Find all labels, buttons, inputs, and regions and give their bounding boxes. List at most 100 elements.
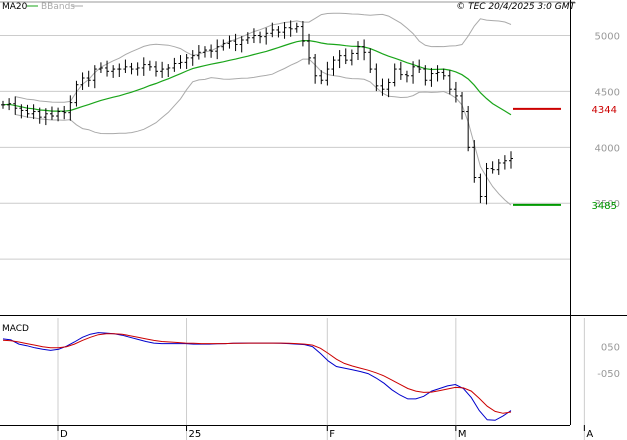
level-label: 4344 xyxy=(592,105,617,116)
macd-line xyxy=(2,332,512,421)
ohlc-bar xyxy=(62,105,67,120)
ohlc-bar xyxy=(441,68,446,80)
macd-signal-line xyxy=(2,333,512,414)
ohlc-bar xyxy=(190,50,195,66)
copyright-text: © TEC 20/4/2025 3:0 GMT xyxy=(456,2,576,12)
price-bars xyxy=(1,20,513,205)
ohlc-bar xyxy=(484,162,489,205)
bollinger-bands xyxy=(15,12,512,206)
ohlc-bar xyxy=(227,35,232,49)
macd-tick-labels: 050 -050 xyxy=(597,343,620,380)
time-tick-label: D xyxy=(60,429,68,440)
ohlc-bar xyxy=(270,22,275,38)
bband-lower xyxy=(15,58,512,206)
ma20-line xyxy=(2,40,512,116)
ohlc-bar xyxy=(453,81,458,103)
ohlc-bar xyxy=(7,98,12,111)
bband-upper xyxy=(15,12,512,103)
ohlc-bar xyxy=(423,65,428,86)
ohlc-bar xyxy=(447,70,452,95)
ohlc-bar xyxy=(147,60,152,71)
ohlc-bar xyxy=(362,39,367,61)
ohlc-bar xyxy=(160,61,165,78)
ohlc-bar xyxy=(25,104,30,118)
ohlc-bar xyxy=(398,61,403,80)
ohlc-bar xyxy=(215,39,220,60)
ohlc-bar xyxy=(80,72,85,90)
macd-tick-label: -050 xyxy=(597,369,620,380)
ohlc-bar xyxy=(337,50,342,69)
ohlc-bar xyxy=(380,78,385,96)
ohlc-bar xyxy=(239,36,244,53)
ohlc-bar xyxy=(86,70,91,87)
level-label: 3485 xyxy=(592,201,617,212)
ohlc-bar xyxy=(502,155,507,170)
ohlc-bar xyxy=(154,61,159,77)
ohlc-bar xyxy=(13,96,18,115)
ohlc-bar xyxy=(478,173,483,204)
price-tick-label: 5000 xyxy=(595,32,620,43)
ohlc-bar xyxy=(19,104,24,119)
ohlc-bar xyxy=(135,62,140,76)
ohlc-bar xyxy=(374,63,379,92)
ohlc-bar xyxy=(209,44,214,58)
ohlc-bar xyxy=(31,104,36,120)
ohlc-bar xyxy=(245,32,250,44)
ohlc-bar xyxy=(1,100,5,109)
ohlc-bar xyxy=(349,49,354,66)
time-axis-labels: D 25 F M A xyxy=(57,425,593,440)
ohlc-bar xyxy=(68,95,73,121)
ohlc-bar xyxy=(258,31,263,44)
ohlc-bar xyxy=(509,151,513,169)
time-tick-label: A xyxy=(586,429,593,440)
ohlc-bar xyxy=(196,45,201,60)
legend-bbands-label: BBands xyxy=(41,2,75,12)
gridlines xyxy=(0,35,585,440)
ohlc-bar xyxy=(178,55,183,69)
ohlc-bar xyxy=(123,59,128,73)
ohlc-bar xyxy=(92,65,97,89)
macd-tick-label: 050 xyxy=(601,343,620,354)
ohlc-bar xyxy=(129,62,134,75)
ohlc-bar xyxy=(355,41,360,61)
ohlc-bar xyxy=(202,46,207,58)
ohlc-bar xyxy=(392,63,397,87)
ohlc-bar xyxy=(429,67,434,87)
ohlc-bar xyxy=(184,53,189,69)
header-legend: MA20 BBands xyxy=(2,2,83,12)
ohlc-bar xyxy=(117,63,122,78)
ohlc-bar xyxy=(331,56,336,76)
macd-lines xyxy=(2,332,512,421)
ohlc-bar xyxy=(472,140,477,183)
ohlc-bar xyxy=(221,39,226,51)
ohlc-bar xyxy=(343,48,348,65)
time-tick-label: F xyxy=(329,429,335,440)
ohlc-bar xyxy=(368,48,373,73)
ohlc-bar xyxy=(313,53,318,84)
ohlc-bar xyxy=(251,28,256,44)
ohlc-bar xyxy=(141,57,146,76)
price-levels: 4344 3485 xyxy=(513,105,617,212)
ohlc-bar xyxy=(166,64,171,78)
ohlc-bar xyxy=(496,159,501,175)
ohlc-bar xyxy=(417,59,422,73)
ohlc-bar xyxy=(37,107,42,124)
ohlc-bar xyxy=(111,65,116,78)
ohlc-bar xyxy=(411,61,416,84)
ohlc-bar xyxy=(490,161,495,174)
ohlc-bar xyxy=(56,107,61,122)
ohlc-bar xyxy=(98,62,103,73)
ohlc-bar xyxy=(386,78,391,98)
ohlc-bar xyxy=(282,22,287,39)
ohlc-bar xyxy=(105,60,110,77)
ohlc-bar xyxy=(74,80,79,107)
ohlc-bar xyxy=(264,27,269,45)
ohlc-bar xyxy=(404,70,409,83)
ohlc-bar xyxy=(460,91,465,120)
ohlc-bar xyxy=(288,20,293,37)
ohlc-bar xyxy=(233,33,238,52)
ohlc-bar xyxy=(172,57,177,72)
price-tick-label: 3500 xyxy=(595,199,620,210)
time-tick-label: M xyxy=(458,429,467,440)
